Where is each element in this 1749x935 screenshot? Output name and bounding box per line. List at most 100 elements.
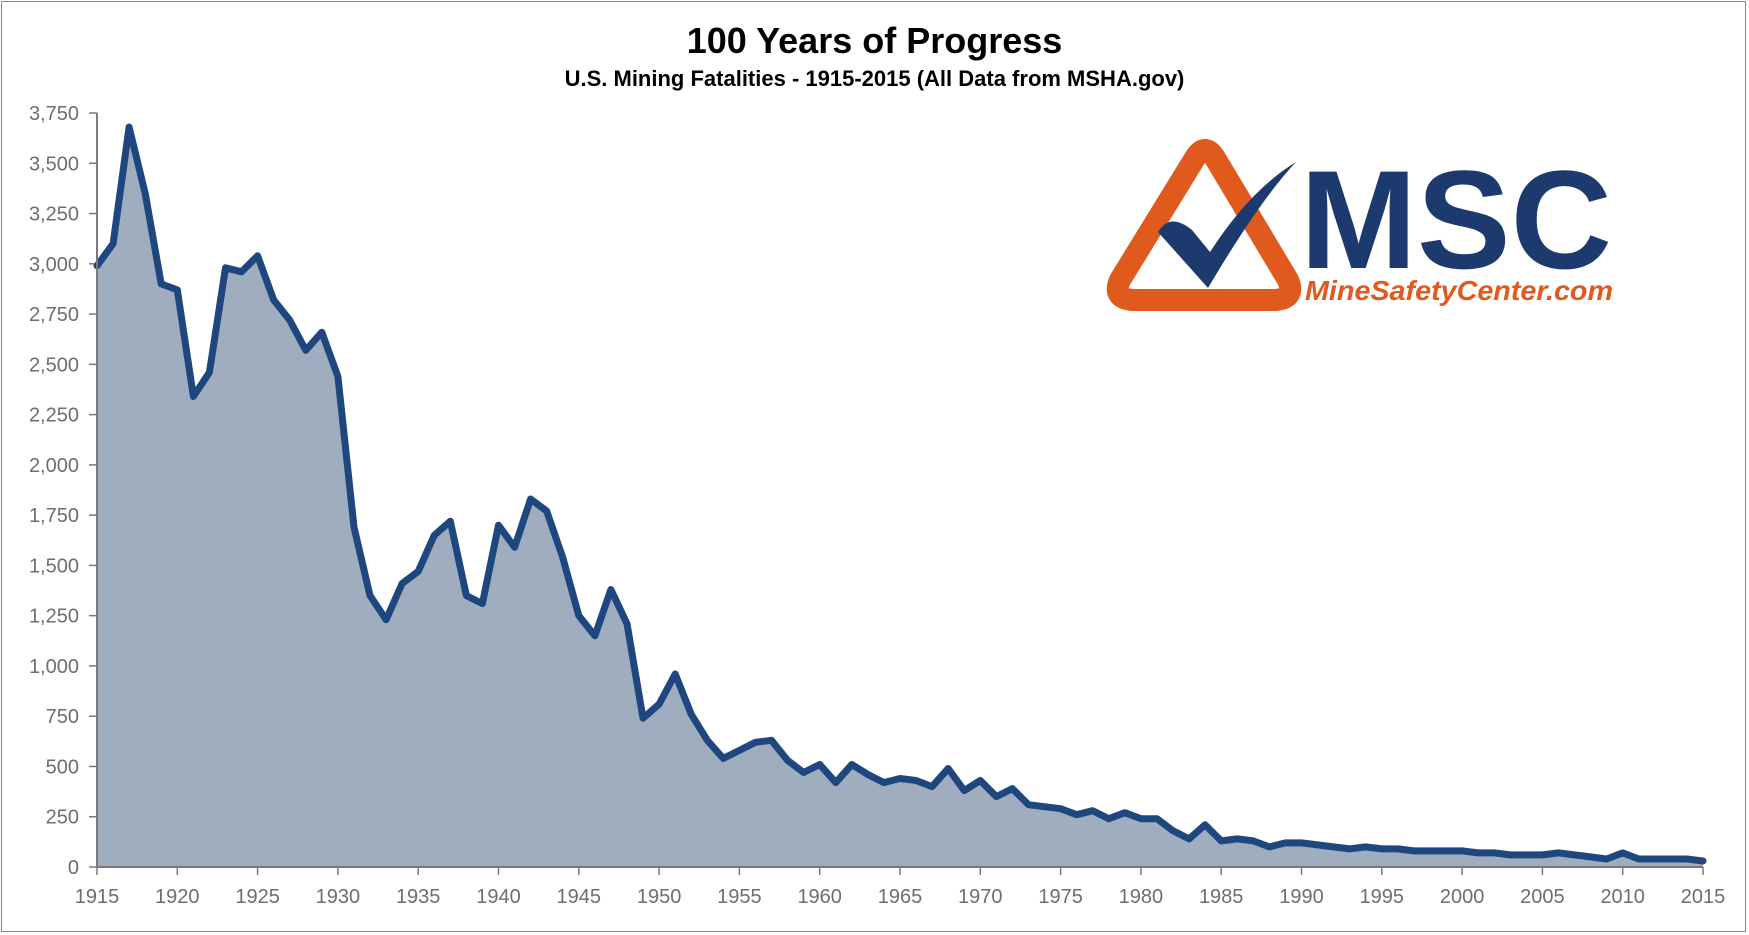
data-point-2007 xyxy=(1573,853,1577,857)
data-point-1996 xyxy=(1396,847,1400,851)
data-point-2004 xyxy=(1524,853,1528,857)
data-point-1927 xyxy=(288,318,292,322)
data-point-1978 xyxy=(1107,817,1111,821)
data-point-1971 xyxy=(994,795,998,799)
data-point-1988 xyxy=(1267,845,1271,849)
x-tick-label: 1925 xyxy=(235,886,280,908)
data-point-2003 xyxy=(1508,853,1512,857)
data-point-1955 xyxy=(737,748,741,752)
data-point-1989 xyxy=(1283,841,1287,845)
data-point-1920 xyxy=(175,288,179,292)
logo-wordmark: MSC xyxy=(1300,141,1612,298)
data-point-1958 xyxy=(786,758,790,762)
y-axis-ticks: 0 250 500 750 1,000 1,250 1,500 1,750 2,000 2,250… xyxy=(29,103,97,879)
data-point-1956 xyxy=(753,740,757,744)
data-point-1941 xyxy=(513,545,517,549)
x-tick-label: 2015 xyxy=(1681,886,1726,908)
y-tick-label: 1,250 xyxy=(29,606,79,628)
data-point-1938 xyxy=(464,594,468,598)
data-point-1915 xyxy=(95,264,99,268)
data-point-1919 xyxy=(159,282,163,286)
x-tick-label: 1930 xyxy=(316,886,361,908)
data-point-1942 xyxy=(529,497,533,501)
data-point-1925 xyxy=(256,254,260,258)
data-point-1991 xyxy=(1316,843,1320,847)
data-point-1992 xyxy=(1332,845,1336,849)
data-point-1997 xyxy=(1412,849,1416,853)
series-line xyxy=(93,123,1707,865)
data-point-2000 xyxy=(1460,849,1464,853)
data-point-2008 xyxy=(1589,855,1593,859)
data-point-1954 xyxy=(721,756,725,760)
data-point-1977 xyxy=(1091,809,1095,813)
y-tick-label: 3,250 xyxy=(29,204,79,226)
x-tick-label: 1990 xyxy=(1279,886,1324,908)
y-tick-label: 2,750 xyxy=(29,304,79,326)
data-point-1968 xyxy=(946,766,950,770)
data-point-1947 xyxy=(609,588,613,592)
data-point-1936 xyxy=(432,533,436,537)
data-point-1986 xyxy=(1235,837,1239,841)
y-tick-label: 2,000 xyxy=(29,455,79,477)
x-tick-label: 1935 xyxy=(396,886,441,908)
data-point-1970 xyxy=(978,779,982,783)
data-point-1973 xyxy=(1026,803,1030,807)
x-tick-label: 1980 xyxy=(1119,886,1164,908)
data-point-1964 xyxy=(882,781,886,785)
data-point-2012 xyxy=(1653,857,1657,861)
data-point-2015 xyxy=(1701,859,1705,863)
data-point-1985 xyxy=(1219,839,1223,843)
data-point-1959 xyxy=(802,770,806,774)
data-point-1963 xyxy=(866,773,870,777)
data-point-1928 xyxy=(304,348,308,352)
data-point-1921 xyxy=(191,395,195,399)
data-point-1951 xyxy=(673,672,677,676)
data-point-1962 xyxy=(850,762,854,766)
data-point-1917 xyxy=(127,125,131,129)
data-point-2013 xyxy=(1669,857,1673,861)
y-tick-label: 3,500 xyxy=(29,153,79,175)
data-point-1960 xyxy=(818,762,822,766)
data-point-1976 xyxy=(1075,813,1079,817)
data-point-1987 xyxy=(1251,839,1255,843)
y-tick-label: 1,750 xyxy=(29,505,79,527)
x-tick-label: 1960 xyxy=(797,886,842,908)
data-point-2010 xyxy=(1621,851,1625,855)
x-tick-label: 1955 xyxy=(717,886,762,908)
checkmark-icon xyxy=(1158,162,1296,288)
y-tick-label: 2,250 xyxy=(29,405,79,427)
data-point-1998 xyxy=(1428,849,1432,853)
data-point-1952 xyxy=(689,712,693,716)
y-tick-label: 1,000 xyxy=(29,656,79,678)
x-tick-label: 1995 xyxy=(1360,886,1405,908)
data-point-1980 xyxy=(1139,817,1143,821)
data-point-1982 xyxy=(1171,829,1175,833)
data-point-1953 xyxy=(705,738,709,742)
y-tick-label: 250 xyxy=(46,807,79,829)
data-point-1995 xyxy=(1380,847,1384,851)
data-point-1923 xyxy=(223,266,227,270)
data-point-1981 xyxy=(1155,817,1159,821)
data-point-1984 xyxy=(1203,823,1207,827)
chart-title: 100 Years of Progress xyxy=(686,20,1063,61)
data-point-1972 xyxy=(1010,787,1014,791)
data-point-1983 xyxy=(1187,837,1191,841)
area-fill xyxy=(97,127,1703,868)
data-point-1922 xyxy=(207,370,211,374)
data-point-1916 xyxy=(111,242,115,246)
x-tick-label: 1940 xyxy=(476,886,521,908)
data-point-2014 xyxy=(1685,857,1689,861)
y-tick-label: 0 xyxy=(68,857,79,879)
y-tick-label: 1,500 xyxy=(29,555,79,577)
data-point-1932 xyxy=(368,594,372,598)
data-point-1940 xyxy=(497,523,501,527)
y-tick-label: 3,000 xyxy=(29,254,79,276)
data-point-1999 xyxy=(1444,849,1448,853)
y-tick-label: 3,750 xyxy=(29,103,79,125)
msc-logo: MSC MineSafetyCenter.com xyxy=(1106,139,1613,311)
data-point-1969 xyxy=(962,789,966,793)
data-point-1931 xyxy=(352,525,356,529)
data-point-1926 xyxy=(272,298,276,302)
data-point-1974 xyxy=(1043,805,1047,809)
data-point-1975 xyxy=(1059,807,1063,811)
